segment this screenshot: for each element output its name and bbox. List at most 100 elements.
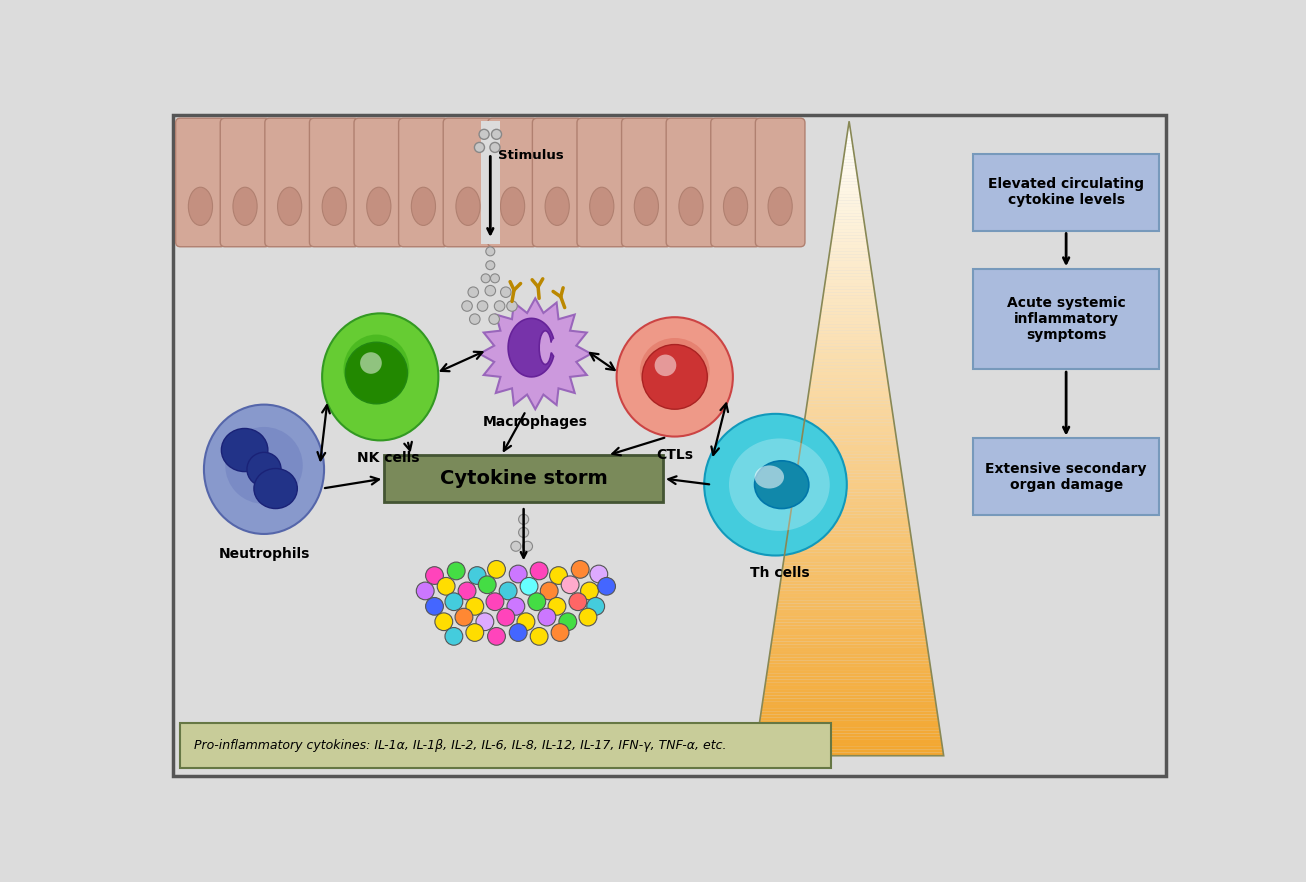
Polygon shape	[806, 410, 892, 413]
Polygon shape	[840, 178, 858, 182]
Circle shape	[490, 142, 500, 153]
Polygon shape	[793, 496, 905, 498]
Circle shape	[486, 593, 504, 610]
Circle shape	[562, 576, 579, 594]
Polygon shape	[777, 603, 922, 607]
Polygon shape	[818, 327, 880, 331]
Polygon shape	[820, 309, 878, 311]
Polygon shape	[810, 378, 888, 381]
Polygon shape	[846, 140, 853, 144]
Circle shape	[569, 593, 586, 610]
Polygon shape	[777, 601, 921, 603]
Polygon shape	[835, 216, 863, 220]
Polygon shape	[778, 594, 919, 597]
Circle shape	[445, 593, 462, 610]
Circle shape	[550, 567, 567, 585]
Polygon shape	[825, 280, 874, 283]
Polygon shape	[823, 295, 875, 299]
Polygon shape	[846, 134, 852, 137]
Polygon shape	[807, 400, 891, 404]
Polygon shape	[757, 734, 940, 736]
Polygon shape	[842, 166, 857, 168]
Polygon shape	[763, 702, 936, 705]
Polygon shape	[829, 248, 868, 251]
Polygon shape	[831, 242, 867, 245]
Circle shape	[571, 561, 589, 579]
Polygon shape	[764, 692, 935, 695]
Polygon shape	[769, 651, 929, 654]
Circle shape	[495, 301, 505, 311]
Polygon shape	[828, 261, 870, 264]
Polygon shape	[759, 721, 939, 724]
Circle shape	[530, 627, 549, 646]
Polygon shape	[759, 727, 940, 730]
Polygon shape	[804, 416, 893, 420]
Polygon shape	[810, 381, 888, 385]
Circle shape	[518, 527, 529, 537]
Polygon shape	[772, 639, 927, 641]
Polygon shape	[760, 714, 938, 718]
Polygon shape	[833, 226, 865, 229]
Circle shape	[581, 582, 598, 600]
Polygon shape	[784, 559, 914, 562]
PathPatch shape	[508, 318, 554, 377]
Polygon shape	[814, 356, 884, 359]
Polygon shape	[801, 442, 897, 445]
Polygon shape	[761, 708, 938, 711]
Circle shape	[509, 565, 528, 583]
Polygon shape	[803, 426, 895, 429]
Circle shape	[475, 613, 494, 631]
Polygon shape	[757, 730, 940, 734]
Polygon shape	[801, 445, 897, 448]
Polygon shape	[802, 436, 896, 438]
Polygon shape	[819, 325, 880, 327]
Polygon shape	[798, 458, 900, 460]
Polygon shape	[844, 156, 855, 160]
Polygon shape	[821, 302, 876, 305]
Circle shape	[462, 301, 473, 311]
Circle shape	[499, 582, 517, 600]
Polygon shape	[828, 258, 870, 261]
FancyBboxPatch shape	[175, 118, 225, 247]
FancyBboxPatch shape	[710, 118, 760, 247]
Polygon shape	[781, 572, 917, 575]
Polygon shape	[832, 232, 866, 235]
Ellipse shape	[635, 187, 658, 226]
Circle shape	[511, 542, 521, 551]
Polygon shape	[806, 413, 893, 416]
Polygon shape	[811, 375, 887, 378]
FancyBboxPatch shape	[973, 153, 1160, 230]
Circle shape	[598, 578, 615, 595]
Ellipse shape	[232, 187, 257, 226]
Text: Macrophages: Macrophages	[483, 415, 588, 429]
Polygon shape	[803, 422, 895, 426]
Ellipse shape	[724, 187, 747, 226]
FancyBboxPatch shape	[443, 118, 492, 247]
Text: Acute systemic
inflammatory
symptoms: Acute systemic inflammatory symptoms	[1007, 296, 1126, 342]
Circle shape	[435, 613, 453, 631]
Polygon shape	[831, 239, 867, 242]
Polygon shape	[760, 718, 939, 721]
Polygon shape	[785, 553, 914, 556]
Ellipse shape	[456, 187, 481, 226]
Circle shape	[491, 273, 499, 283]
Circle shape	[559, 613, 577, 631]
Polygon shape	[773, 625, 925, 629]
Polygon shape	[778, 591, 919, 594]
Polygon shape	[791, 505, 906, 508]
Circle shape	[522, 542, 533, 551]
Polygon shape	[776, 607, 922, 609]
Polygon shape	[799, 454, 900, 458]
FancyBboxPatch shape	[666, 118, 716, 247]
Polygon shape	[771, 645, 927, 648]
Circle shape	[438, 578, 454, 595]
FancyBboxPatch shape	[221, 118, 270, 247]
Polygon shape	[794, 486, 904, 490]
FancyBboxPatch shape	[533, 118, 582, 247]
Polygon shape	[797, 474, 902, 476]
Polygon shape	[763, 699, 935, 702]
Ellipse shape	[323, 187, 346, 226]
Polygon shape	[821, 305, 878, 309]
Polygon shape	[803, 429, 896, 432]
Polygon shape	[781, 578, 918, 581]
